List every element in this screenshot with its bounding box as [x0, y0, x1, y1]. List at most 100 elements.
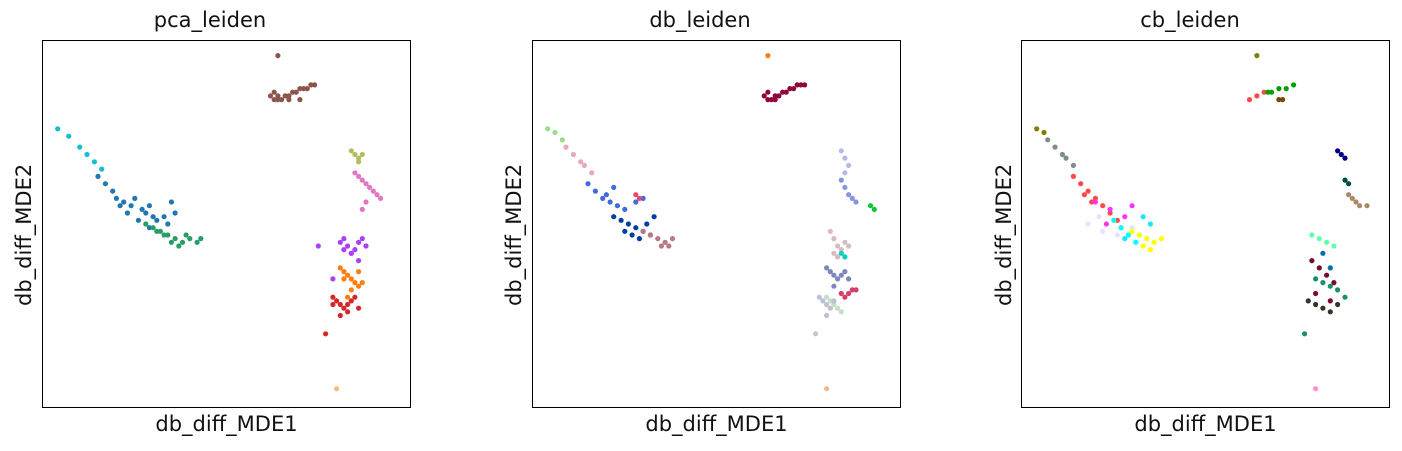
scatter-point: [1063, 155, 1069, 161]
scatter-point: [780, 89, 786, 95]
scatter-point: [1313, 301, 1319, 308]
x-axis-label: db_diff_MDE1: [645, 412, 788, 436]
scatter-point: [846, 162, 852, 168]
scatter-point: [824, 386, 830, 392]
scatter-point: [633, 192, 639, 198]
scatter-point: [363, 181, 369, 187]
scatter-point: [666, 243, 672, 249]
plot-area: [42, 40, 411, 408]
scatter-point: [370, 188, 376, 194]
scatter-point: [356, 173, 362, 179]
scatter-point: [279, 97, 285, 103]
scatter-point: [1103, 221, 1109, 227]
scatter-point: [1346, 181, 1352, 187]
scatter-point: [636, 195, 642, 201]
scatter-point: [1107, 206, 1113, 212]
scatter-point: [607, 199, 613, 205]
chart-title: cb_leiden: [1140, 8, 1240, 32]
scatter-point: [341, 236, 347, 242]
scatter-point: [838, 309, 844, 315]
x-axis-label: db_diff_MDE1: [155, 412, 298, 436]
scatter-point: [1254, 53, 1260, 59]
scatter-point: [644, 221, 650, 227]
scatter-point: [110, 188, 116, 194]
scatter-point: [827, 269, 833, 275]
scatter-point: [842, 239, 848, 245]
scatter-point: [356, 283, 362, 289]
scatter-point: [341, 269, 347, 275]
scatter-point: [563, 144, 569, 150]
scatter-point: [330, 294, 336, 300]
scatter-point: [1081, 192, 1087, 198]
scatter-point: [176, 243, 182, 249]
scatter-point: [1335, 287, 1341, 293]
scatter-point: [345, 243, 351, 249]
scatter-point: [611, 214, 617, 220]
scatter-point: [853, 287, 859, 293]
scatter-point: [286, 93, 292, 99]
scatter-point: [334, 298, 340, 304]
scatter-point: [1305, 298, 1311, 304]
scatter-point: [102, 181, 108, 187]
scatter-point: [633, 199, 639, 205]
scatter-point: [570, 151, 576, 158]
scatter-point: [835, 254, 841, 260]
scatter-point: [1338, 151, 1344, 158]
scatter-point: [356, 258, 362, 264]
scatter-point: [655, 236, 661, 242]
scatter-point: [157, 228, 163, 234]
scatter-plot: [55, 53, 384, 392]
scatter-point: [312, 82, 318, 88]
scatter-point: [345, 272, 351, 278]
scatter-point: [150, 225, 156, 231]
scatter-point: [363, 243, 369, 249]
scatter-point: [831, 250, 837, 256]
scatter-point: [154, 228, 160, 234]
scatter-point: [1092, 199, 1098, 205]
scatter-point: [585, 181, 591, 187]
scatter-point: [1291, 82, 1297, 88]
scatter-point: [356, 305, 362, 311]
scatter-point: [846, 290, 852, 297]
scatter-point: [359, 151, 365, 158]
scatter-point: [545, 126, 551, 132]
scatter-point: [293, 89, 299, 95]
scatter-point: [1342, 294, 1348, 300]
scatter-point: [297, 97, 303, 103]
scatter-point: [374, 192, 380, 198]
scatter-point: [352, 247, 358, 253]
x-axis-label: db_diff_MDE1: [1134, 412, 1277, 436]
scatter-point: [1129, 228, 1135, 234]
scatter-point: [824, 312, 830, 319]
scatter-point: [282, 93, 288, 99]
scatter-point: [622, 206, 628, 212]
scatter-point: [1085, 188, 1091, 194]
scatter-point: [323, 331, 329, 337]
scatter-point: [1151, 239, 1157, 245]
scatter-point: [842, 254, 848, 260]
scatter-point: [1313, 290, 1319, 297]
scatter-point: [1045, 137, 1051, 143]
scatter-point: [341, 305, 347, 311]
scatter-point: [367, 184, 373, 190]
scatter-point: [1327, 265, 1333, 271]
scatter-point: [348, 250, 354, 256]
scatter-point: [798, 82, 804, 88]
scatter-point: [846, 243, 852, 249]
scatter-point: [835, 276, 841, 282]
scatter-point: [330, 276, 336, 282]
pca-leiden-panel: pca_leiden db_diff_MDE1 db_diff_MDE2: [0, 0, 420, 451]
scatter-point: [640, 195, 646, 201]
scatter-point: [345, 294, 351, 300]
scatter-point: [183, 232, 189, 238]
scatter-point: [1114, 217, 1120, 223]
scatter-point: [559, 137, 565, 143]
chart-title: db_leiden: [649, 8, 751, 32]
scatter-point: [267, 93, 274, 99]
scatter-point: [352, 170, 358, 176]
scatter-point: [842, 294, 848, 300]
scatter-point: [356, 159, 362, 165]
scatter-point: [802, 82, 808, 88]
scatter-point: [117, 203, 123, 209]
scatter-point: [1342, 155, 1348, 161]
